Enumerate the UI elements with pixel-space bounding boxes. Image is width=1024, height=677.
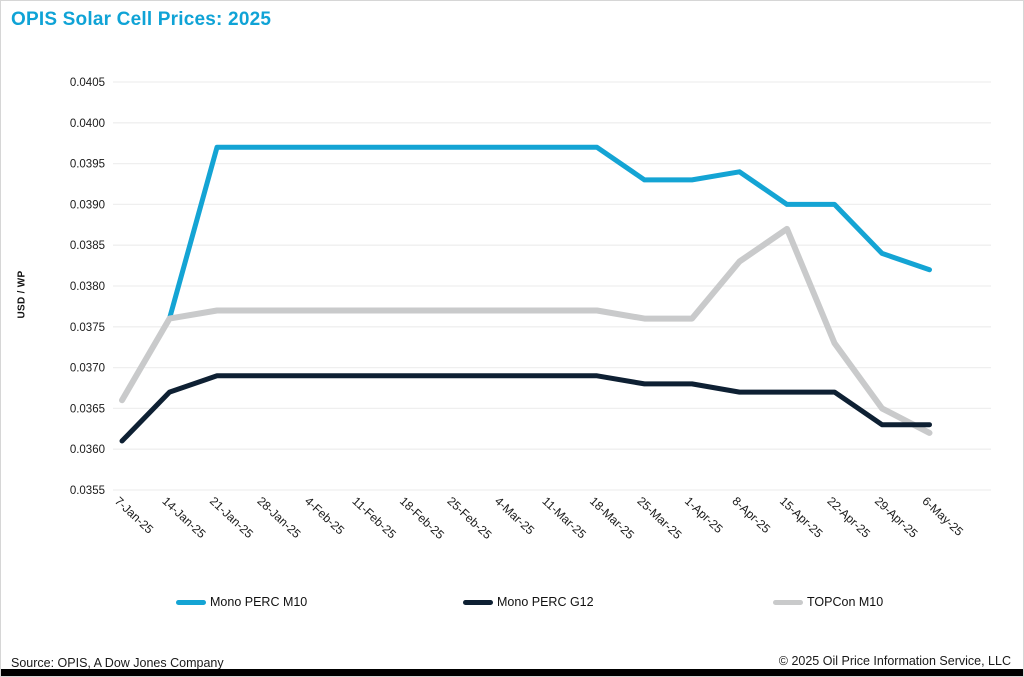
x-tick-label: 22-Apr-25 bbox=[824, 494, 873, 541]
x-tick-label: 8-Apr-25 bbox=[729, 494, 773, 536]
line-swatch-icon bbox=[463, 599, 493, 605]
x-tick-label: 25-Feb-25 bbox=[444, 494, 494, 542]
x-tick-label: 28-Jan-25 bbox=[254, 494, 303, 541]
legend-item-mono-perc-m10: Mono PERC M10 bbox=[176, 592, 307, 612]
line-swatch-icon bbox=[176, 599, 206, 605]
x-tick-label: 1-Apr-25 bbox=[682, 494, 726, 536]
series-line-mono-perc-m10 bbox=[119, 144, 932, 403]
y-tick-label: 0.0370 bbox=[70, 363, 105, 375]
y-tick-label: 0.0385 bbox=[70, 240, 105, 252]
x-tick-label: 14-Jan-25 bbox=[159, 494, 208, 541]
x-tick-label: 11-Mar-25 bbox=[539, 494, 589, 542]
x-tick-label: 4-Mar-25 bbox=[492, 494, 537, 538]
x-tick-label: 11-Feb-25 bbox=[349, 494, 399, 542]
x-tick-label: 18-Feb-25 bbox=[397, 494, 447, 542]
bottom-bar bbox=[1, 669, 1023, 676]
y-tick-label: 0.0355 bbox=[70, 485, 105, 497]
line-chart-canvas: 0.0405 0.0400 0.0395 0.0390 0.0385 0.0380 0.03… bbox=[70, 77, 991, 542]
legend-label: Mono PERC M10 bbox=[210, 595, 308, 609]
y-tick-label: 0.0390 bbox=[70, 199, 105, 211]
y-tick-label: 0.0380 bbox=[70, 281, 105, 293]
chart-legend: Mono PERC M10 Mono PERC G12 TOPCon M10 bbox=[1, 592, 1023, 614]
page-title: OPIS Solar Cell Prices: 2025 bbox=[11, 9, 272, 30]
series-line-topcon-m10 bbox=[119, 225, 933, 436]
y-tick-label: 0.0395 bbox=[70, 159, 105, 171]
legend-item-mono-perc-g12: Mono PERC G12 bbox=[463, 592, 594, 612]
series-line-mono-perc-g12 bbox=[119, 373, 932, 444]
x-tick-label: 7-Jan-25 bbox=[112, 494, 156, 537]
legend-label: Mono PERC G12 bbox=[497, 595, 594, 609]
x-tick-label: 4-Feb-25 bbox=[302, 494, 347, 538]
y-tick-label: 0.0400 bbox=[70, 118, 105, 130]
y-tick-label: 0.0375 bbox=[70, 322, 105, 334]
x-tick-label: 21-Jan-25 bbox=[207, 494, 256, 541]
footer-source: Source: OPIS, A Dow Jones Company bbox=[11, 656, 224, 670]
y-tick-label: 0.0360 bbox=[70, 444, 105, 456]
line-swatch-icon bbox=[773, 599, 803, 605]
legend-item-topcon-m10: TOPCon M10 bbox=[773, 592, 883, 612]
y-tick-label: 0.0405 bbox=[70, 77, 105, 89]
x-tick-label: 6-May-25 bbox=[919, 494, 966, 539]
x-tick-label: 15-Apr-25 bbox=[777, 494, 826, 541]
y-tick-label: 0.0365 bbox=[70, 403, 105, 415]
x-tick-label: 18-Mar-25 bbox=[587, 494, 637, 542]
x-tick-label: 29-Apr-25 bbox=[872, 494, 921, 541]
legend-label: TOPCon M10 bbox=[807, 595, 884, 609]
x-tick-label: 25-Mar-25 bbox=[634, 494, 684, 542]
footer-copyright: © 2025 Oil Price Information Service, LL… bbox=[778, 654, 1011, 668]
